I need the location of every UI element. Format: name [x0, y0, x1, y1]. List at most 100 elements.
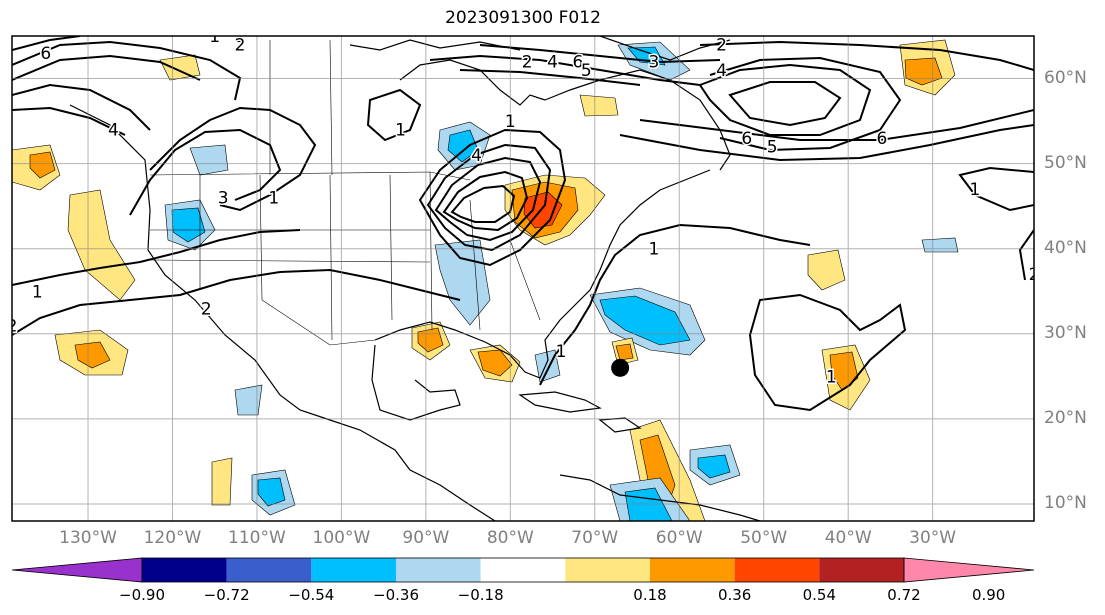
negative-anomaly-quebec-core — [447, 129, 479, 163]
contour-trough-4 — [442, 170, 529, 232]
negative-anomaly-tropical-core — [697, 454, 731, 479]
colorbar-cell — [311, 558, 396, 582]
contour-label: 3 — [218, 189, 229, 209]
positive-anomaly-east-atlantic — [807, 249, 846, 291]
colorbar-cell — [480, 558, 566, 582]
yucatan — [371, 344, 461, 421]
colorbar-tick-label: 0.72 — [887, 586, 921, 604]
contour-ridge-3 — [129, 128, 282, 216]
contour-label: 2 — [716, 36, 727, 56]
latitude-label: 60°N — [1044, 67, 1087, 88]
colorbar-cell — [819, 558, 904, 582]
contour-north-6 — [12, 36, 81, 51]
contour-2-west — [12, 271, 281, 336]
positive-anomaly-mexico — [211, 457, 233, 506]
contour-label: 5 — [581, 61, 592, 81]
colorbar-tick-label: −0.72 — [203, 586, 250, 604]
contour-label: 6 — [741, 129, 752, 149]
longitude-label: 60°W — [655, 528, 703, 548]
positive-anomaly-gulf-core — [477, 349, 513, 377]
negative-anomaly-caribbean-core — [624, 487, 673, 521]
positive-anomaly-hudson — [579, 94, 619, 117]
hudson-bay — [399, 59, 546, 106]
contour-label: 2 — [522, 53, 533, 73]
contour-label: 1 — [235, 27, 246, 47]
contour-east-2 — [1018, 229, 1034, 281]
contour-1-west — [12, 229, 301, 286]
contour-east-jet-1 — [619, 124, 1034, 162]
contour-label: 4 — [471, 146, 482, 166]
colorbar-max-extend — [903, 557, 1035, 583]
longitude-label: 50°W — [740, 528, 788, 548]
negative-anomaly-mexico-pacific-core — [257, 477, 286, 507]
south-america-coast — [559, 474, 761, 521]
cuba — [518, 391, 602, 413]
colorbar-tick-label: −0.54 — [288, 586, 335, 604]
contour-canada-low — [366, 88, 422, 142]
latitude-label: 40°N — [1044, 237, 1087, 258]
contour-north-4 — [12, 106, 126, 136]
colorbar-tick-label: −0.36 — [373, 586, 419, 604]
contour-north-3 — [12, 83, 151, 131]
longitude-label: 130°W — [59, 528, 117, 548]
map-title: 2023091300 F012 — [445, 8, 601, 28]
map-frame — [11, 35, 1035, 522]
colorbar-frame — [141, 557, 905, 583]
contour-hudson-1 — [429, 54, 701, 86]
contour-label: 4 — [108, 121, 119, 141]
longitude-label: 110°W — [228, 528, 286, 548]
contour-label: 1 — [505, 112, 516, 132]
contour-label: 1 — [649, 240, 660, 260]
colorbar-tick-label: −0.18 — [457, 586, 504, 604]
contour-label: 2 — [1029, 265, 1040, 285]
colorbar-min-extend — [11, 557, 143, 583]
negative-anomaly-montana — [189, 144, 229, 176]
contour-lines — [12, 36, 1034, 412]
latitude-label: 20°N — [1044, 407, 1087, 428]
labrador-coast — [544, 69, 731, 171]
canada-arctic — [349, 39, 521, 51]
negative-anomaly-labrador-core — [627, 46, 666, 66]
contour-trough-outer — [418, 128, 567, 267]
positive-anomaly-pacific-core — [74, 341, 111, 369]
gulf-coast — [374, 169, 711, 379]
contour-hudson-3 — [479, 44, 721, 64]
longitude-label: 120°W — [143, 528, 202, 548]
graticule — [12, 36, 1034, 521]
contour-label: 6 — [572, 53, 583, 73]
contour-2b-west — [279, 268, 461, 301]
contour-label: 6 — [40, 44, 51, 64]
contour-north-2 — [12, 54, 201, 81]
negative-anomaly-mexico — [234, 384, 263, 416]
contour-label: 1 — [969, 180, 980, 200]
contour-label: 1 — [268, 189, 279, 209]
colorbar-cells — [11, 557, 1035, 583]
longitude-label: 40°W — [824, 528, 872, 548]
contour-atlantic-1 — [539, 223, 811, 386]
coastlines — [69, 36, 761, 521]
contour-east-high-outer — [698, 63, 872, 136]
contour-trough-3 — [434, 156, 542, 242]
contour-label: 1 — [826, 367, 837, 387]
contour-ridge-1 — [149, 106, 317, 212]
contour-label: 2 — [235, 36, 246, 56]
north-america-coast — [69, 104, 496, 521]
longitude-label: 80°W — [486, 528, 534, 548]
colorbar-cell — [396, 558, 481, 582]
contour-label: 1 — [556, 342, 567, 362]
colorbar-cell — [734, 558, 820, 582]
negative-anomaly-azores — [921, 237, 959, 253]
contour-east-high-inner — [728, 81, 842, 127]
positive-anomaly-baja — [67, 189, 136, 301]
political-borders — [149, 39, 541, 346]
colorbar-tick-label: −0.90 — [119, 586, 165, 604]
contour-label: 4 — [547, 53, 558, 73]
contour-label: 4 — [716, 61, 727, 81]
colorbar-cell — [226, 558, 312, 582]
latitude-label: 10°N — [1044, 492, 1087, 513]
contour-label: 2 — [7, 316, 18, 336]
positive-anomaly-bc-core — [29, 151, 56, 179]
longitude-label: 90°W — [402, 528, 450, 548]
contour-east-jet-3 — [699, 40, 1034, 71]
